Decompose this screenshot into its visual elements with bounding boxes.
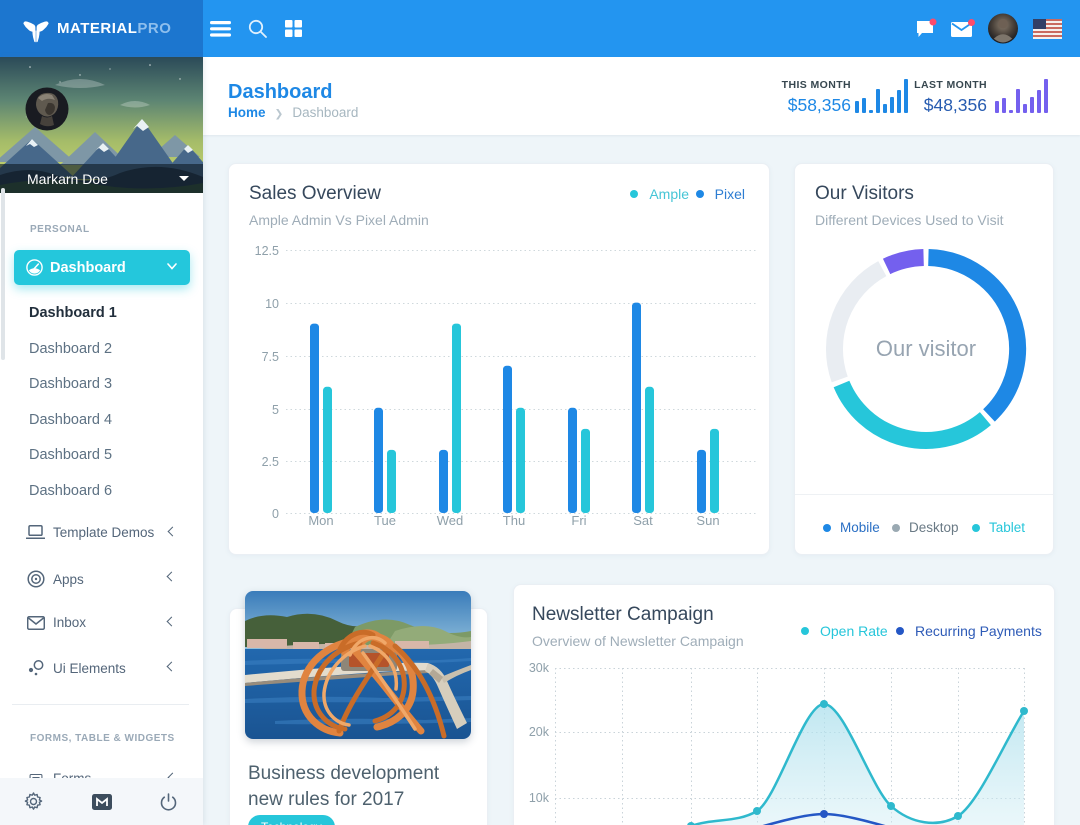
svg-text:Thu: Thu: [503, 513, 525, 528]
svg-text:30k: 30k: [529, 663, 550, 675]
svg-text:Our visitor: Our visitor: [876, 336, 976, 361]
svg-text:5: 5: [272, 403, 279, 417]
svg-text:2.5: 2.5: [262, 455, 279, 469]
svg-text:Sat: Sat: [633, 513, 653, 528]
svg-text:20k: 20k: [529, 725, 550, 739]
svg-text:Sun: Sun: [696, 513, 719, 528]
svg-text:10: 10: [265, 297, 279, 311]
svg-text:0: 0: [272, 507, 279, 521]
svg-text:Fri: Fri: [571, 513, 586, 528]
svg-text:7.5: 7.5: [262, 350, 279, 364]
svg-text:Mon: Mon: [308, 513, 333, 528]
svg-text:12.5: 12.5: [255, 245, 279, 258]
svg-text:10k: 10k: [529, 791, 550, 805]
svg-text:Tue: Tue: [374, 513, 396, 528]
svg-text:Wed: Wed: [437, 513, 464, 528]
